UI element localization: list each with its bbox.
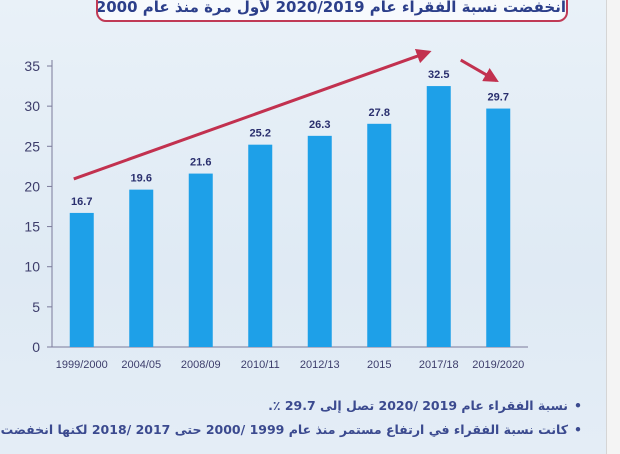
bar [129,189,154,347]
x-tick-label: 1999/2000 [56,359,108,371]
x-tick-label: 2012/13 [300,359,340,371]
rising-trend-arrow [73,49,432,181]
data-label: 19.6 [131,173,152,185]
y-tick-label: 5 [32,299,40,315]
window-edge [606,0,620,454]
x-tick-label: 2019/2020 [472,359,524,371]
data-label: 25.2 [250,128,271,140]
x-tick-label: 2008/09 [181,359,221,371]
note-text: كانت نسبة الفقراء في ارتفاع مستمر منذ عا… [0,422,568,437]
y-tick-label: 35 [24,58,40,74]
trend-arrows [73,49,499,181]
y-axis: 0 5 10 15 20 25 30 35 [24,58,53,355]
bar-chart: 0 5 10 15 20 25 30 35 1999/2000 2004/05 2008/09 20… [24,49,528,371]
data-label: 27.8 [369,107,390,119]
x-tick-label: 2004/05 [121,359,161,371]
note-item: • نسبة الفقراء عام 2019 /2020 تصل إلى 29.… [268,398,582,413]
bar [367,123,392,347]
bar [426,86,451,348]
y-tick-label: 20 [24,178,40,194]
title-box: انخفضت نسبة الفقراء عام 2020/2019 لأول م… [96,0,568,22]
data-label: 32.5 [428,69,449,81]
bar [307,135,332,347]
bar [486,108,511,348]
chart-title: انخفضت نسبة الفقراء عام 2020/2019 لأول م… [96,0,566,16]
y-tick-label: 10 [24,259,40,275]
notes-section: • نسبة الفقراء عام 2019 /2020 تصل إلى 29.… [0,392,606,454]
x-tick-label: 2015 [367,359,391,371]
data-label: 26.3 [309,119,330,131]
y-tick-label: 15 [24,219,40,235]
x-tick-label: 2017/18 [419,359,459,371]
y-tick-label: 30 [24,98,40,114]
x-axis: 1999/2000 2004/05 2008/09 2010/11 2012/13 201… [52,346,528,371]
y-tick-label: 0 [32,339,40,355]
bullet-icon: • [574,398,582,413]
x-tick-label: 2010/11 [241,359,280,371]
bullet-icon: • [574,422,582,437]
bar [188,173,213,347]
bar [69,212,94,347]
bars [69,86,511,348]
note-item: • كانت نسبة الفقراء في ارتفاع مستمر منذ ع… [0,422,582,437]
note-text: نسبة الفقراء عام 2019 /2020 تصل إلى 29.7… [268,398,568,413]
y-tick-label: 25 [24,138,40,154]
data-label: 29.7 [488,92,509,104]
data-label: 21.6 [190,157,211,169]
bar [248,144,273,347]
data-labels: 16.7 19.6 21.6 25.2 26.3 27.8 32.5 29.7 [71,69,509,208]
decline-arrow [460,58,499,83]
data-label: 16.7 [71,196,92,208]
slide-frame: انخفضت نسبة الفقراء عام 2020/2019 لأول م… [0,0,606,454]
